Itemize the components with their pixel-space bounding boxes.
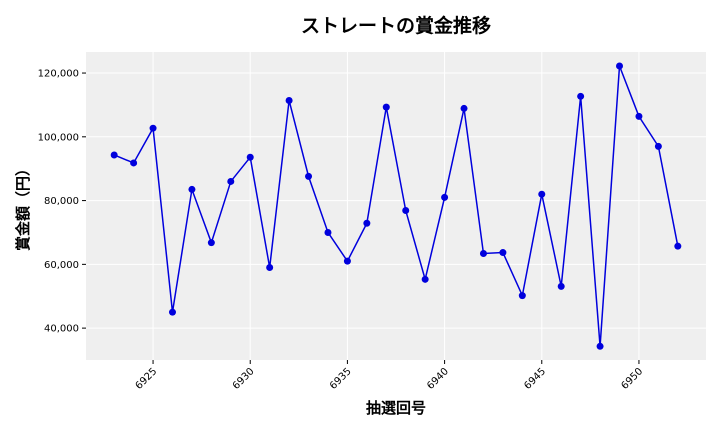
data-point: [596, 342, 604, 350]
data-point: [557, 282, 565, 290]
data-point: [674, 242, 682, 250]
data-point: [441, 193, 449, 201]
data-point: [285, 96, 293, 104]
data-point: [324, 228, 332, 236]
data-point: [110, 151, 118, 159]
y-tick-label: 100,000: [38, 132, 79, 143]
series-layer: [110, 62, 682, 350]
data-point: [343, 257, 351, 265]
x-tick-label: 6935: [328, 366, 354, 392]
data-point: [382, 103, 390, 111]
y-tick-label: 120,000: [38, 69, 79, 80]
data-point: [538, 190, 546, 198]
data-point: [479, 250, 487, 258]
y-tick-label: 80,000: [44, 196, 79, 207]
chart-title: ストレートの賞金推移: [301, 14, 491, 37]
x-tick-label: 6925: [134, 366, 160, 392]
data-point: [188, 185, 196, 193]
data-point: [266, 264, 274, 272]
x-tick-label: 6950: [620, 366, 646, 392]
data-point: [577, 92, 585, 100]
x-tick-label: 6930: [231, 366, 257, 392]
y-axis-label: 賞金額（円）: [14, 161, 32, 251]
data-point: [518, 292, 526, 300]
data-point: [207, 239, 215, 247]
y-axis-ticks: 40,000 60,000 80,000 100,000 120,000: [38, 69, 86, 335]
series-line: [113, 65, 679, 347]
data-point: [460, 104, 468, 112]
data-point: [635, 112, 643, 120]
data-point: [402, 206, 410, 214]
data-point: [305, 172, 313, 180]
data-point: [654, 142, 662, 150]
x-axis-ticks: 6925 6930 6935 6940 6945 6950: [134, 360, 646, 392]
y-tick-label: 60,000: [44, 260, 79, 271]
data-point: [246, 153, 254, 161]
data-point: [499, 249, 507, 257]
data-point: [227, 177, 235, 185]
data-point: [421, 275, 429, 283]
data-point: [363, 219, 371, 227]
y-tick-label: 40,000: [44, 324, 79, 335]
x-tick-label: 6940: [425, 366, 451, 392]
data-point: [616, 62, 624, 70]
plot-area: [86, 52, 706, 360]
x-axis-label: 抽選回号: [366, 399, 426, 417]
data-point: [149, 124, 157, 132]
data-point: [168, 308, 176, 316]
x-tick-label: 6945: [522, 366, 548, 392]
data-point: [130, 159, 138, 167]
grid-lines: [86, 52, 706, 360]
